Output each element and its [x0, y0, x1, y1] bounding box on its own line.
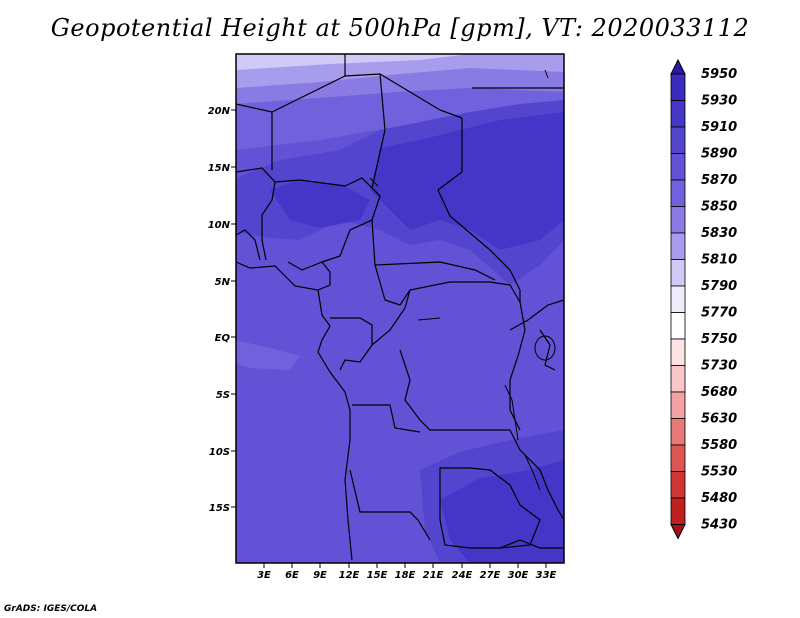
- field-band-5850: [236, 88, 564, 150]
- border-angola-south: [349, 469, 431, 541]
- lon-label-12e: 12E: [339, 570, 360, 581]
- lat-label-5s: 5S: [216, 390, 230, 401]
- colorbar-level-label: 5770: [701, 306, 737, 321]
- colorbar-segment: [670, 153, 686, 181]
- colorbar-level-label: 5750: [701, 332, 737, 347]
- colorbar-level-label: 5830: [701, 226, 737, 241]
- field-patch-5850: [236, 340, 300, 370]
- lon-ticks: [263, 563, 547, 568]
- lat-ticks: [231, 109, 236, 508]
- lon-label-33e: 33E: [536, 570, 557, 581]
- colorbar-segment: [670, 126, 686, 154]
- border-drc: [399, 349, 510, 431]
- lake-chad: [369, 177, 379, 187]
- latitude-axis: 20N 15N 10N 5N EQ 5S 10S 15S: [208, 106, 236, 514]
- border-congo: [371, 289, 411, 346]
- lat-label-5n: 5N: [215, 277, 231, 288]
- lon-label-6e: 6E: [285, 570, 299, 581]
- lon-label-27e: 27E: [480, 570, 501, 581]
- field-band-5910-north: [370, 112, 564, 250]
- border-cameroon: [317, 261, 331, 291]
- border-uganda: [509, 299, 564, 331]
- colorbar-segment: [670, 391, 686, 419]
- lakes: [369, 69, 556, 491]
- longitude-axis: 3E 6E 9E 12E 15E 18E 21E 24E 27E 30E 33E: [257, 563, 557, 581]
- border-angola-north: [352, 404, 421, 433]
- colorbar-level-label: 5910: [701, 120, 737, 135]
- colorbar-level-label: 5930: [701, 94, 737, 109]
- colorbar-level-label: 5580: [701, 438, 737, 453]
- colorbar-level-label: 5950: [701, 67, 737, 82]
- colorbar-segment: [670, 471, 686, 499]
- colorbar-segment: [670, 179, 686, 207]
- colorbar-segment: [670, 497, 686, 525]
- colorbar-top-arrow: [670, 58, 686, 75]
- colorbar-level-label: 5850: [701, 200, 737, 215]
- height-field: [236, 54, 564, 563]
- lat-label-10s: 10S: [209, 447, 230, 458]
- chart-title: Geopotential Height at 500hPa [gpm], VT:…: [50, 14, 750, 42]
- lake-malawi: [524, 454, 541, 491]
- colorbar-level-label: 5730: [701, 359, 737, 374]
- border-north: [236, 73, 463, 119]
- lake-victoria: [534, 335, 556, 361]
- colorbar-level-label: 5790: [701, 279, 737, 294]
- border-center-north: [371, 73, 386, 197]
- border-west-inland: [236, 167, 276, 261]
- colorbar-segment: [670, 100, 686, 128]
- lat-label-15s: 15S: [209, 503, 230, 514]
- lat-label-15n: 15N: [208, 163, 231, 174]
- border-tanzania: [509, 429, 564, 521]
- colorbar-segment: [670, 365, 686, 393]
- lake-congo-river: [417, 317, 441, 321]
- lat-label-10n: 10N: [208, 220, 231, 231]
- colorbar-level-label: 5430: [701, 518, 737, 533]
- border-lakes-west: [509, 301, 526, 431]
- lon-label-3e: 3E: [257, 570, 271, 581]
- border-sudan: [437, 118, 521, 302]
- lon-label-9e: 9E: [313, 570, 327, 581]
- colorbar-segment: [670, 285, 686, 313]
- border-coast-nw: [236, 229, 261, 261]
- colorbar-level-label: 5480: [701, 491, 737, 506]
- colorbar-segment: [670, 259, 686, 287]
- border-zambia: [439, 467, 541, 549]
- colorbar-segment: [670, 206, 686, 234]
- lon-label-30e: 30E: [508, 570, 529, 581]
- field-band-5790: [236, 54, 470, 70]
- lat-label-eq: EQ: [215, 333, 231, 344]
- colorbar: 5950 5930 5910 5890 5870 5850 5830 5810 5790 5770…: [670, 58, 737, 540]
- colorbar-segment: [670, 338, 686, 366]
- colorbar-level-label: 5680: [701, 385, 737, 400]
- border-south-east: [499, 539, 564, 549]
- colorbar-level-label: 5630: [701, 412, 737, 427]
- lon-label-15e: 15E: [367, 570, 388, 581]
- lat-label-20n: 20N: [208, 106, 231, 117]
- colorbar-level-label: 5870: [701, 173, 737, 188]
- colorbar-level-label: 5530: [701, 465, 737, 480]
- coastline-west: [236, 261, 353, 561]
- border-lake-victoria: [539, 329, 556, 371]
- colorbar-level-label: 5890: [701, 147, 737, 162]
- lon-label-18e: 18E: [395, 570, 416, 581]
- country-borders: [236, 54, 564, 561]
- colorbar-segment: [670, 312, 686, 340]
- lon-label-21e: 21E: [423, 570, 444, 581]
- colorbar-segment: [670, 73, 686, 101]
- lake-tanganyika: [504, 384, 519, 441]
- coast-red-sea: [544, 69, 549, 79]
- credit-text: GrADS: IGES/COLA: [4, 604, 98, 614]
- colorbar-segment: [670, 444, 686, 472]
- lon-label-24e: 24E: [452, 570, 473, 581]
- colorbar-segment: [670, 232, 686, 260]
- colorbar-level-label: 5810: [701, 253, 737, 268]
- field-band-5910-west: [270, 180, 370, 228]
- colorbar-bottom-arrow: [670, 524, 686, 540]
- map-frame: [235, 53, 565, 564]
- colorbar-segment: [670, 418, 686, 446]
- border-car-south: [374, 261, 496, 281]
